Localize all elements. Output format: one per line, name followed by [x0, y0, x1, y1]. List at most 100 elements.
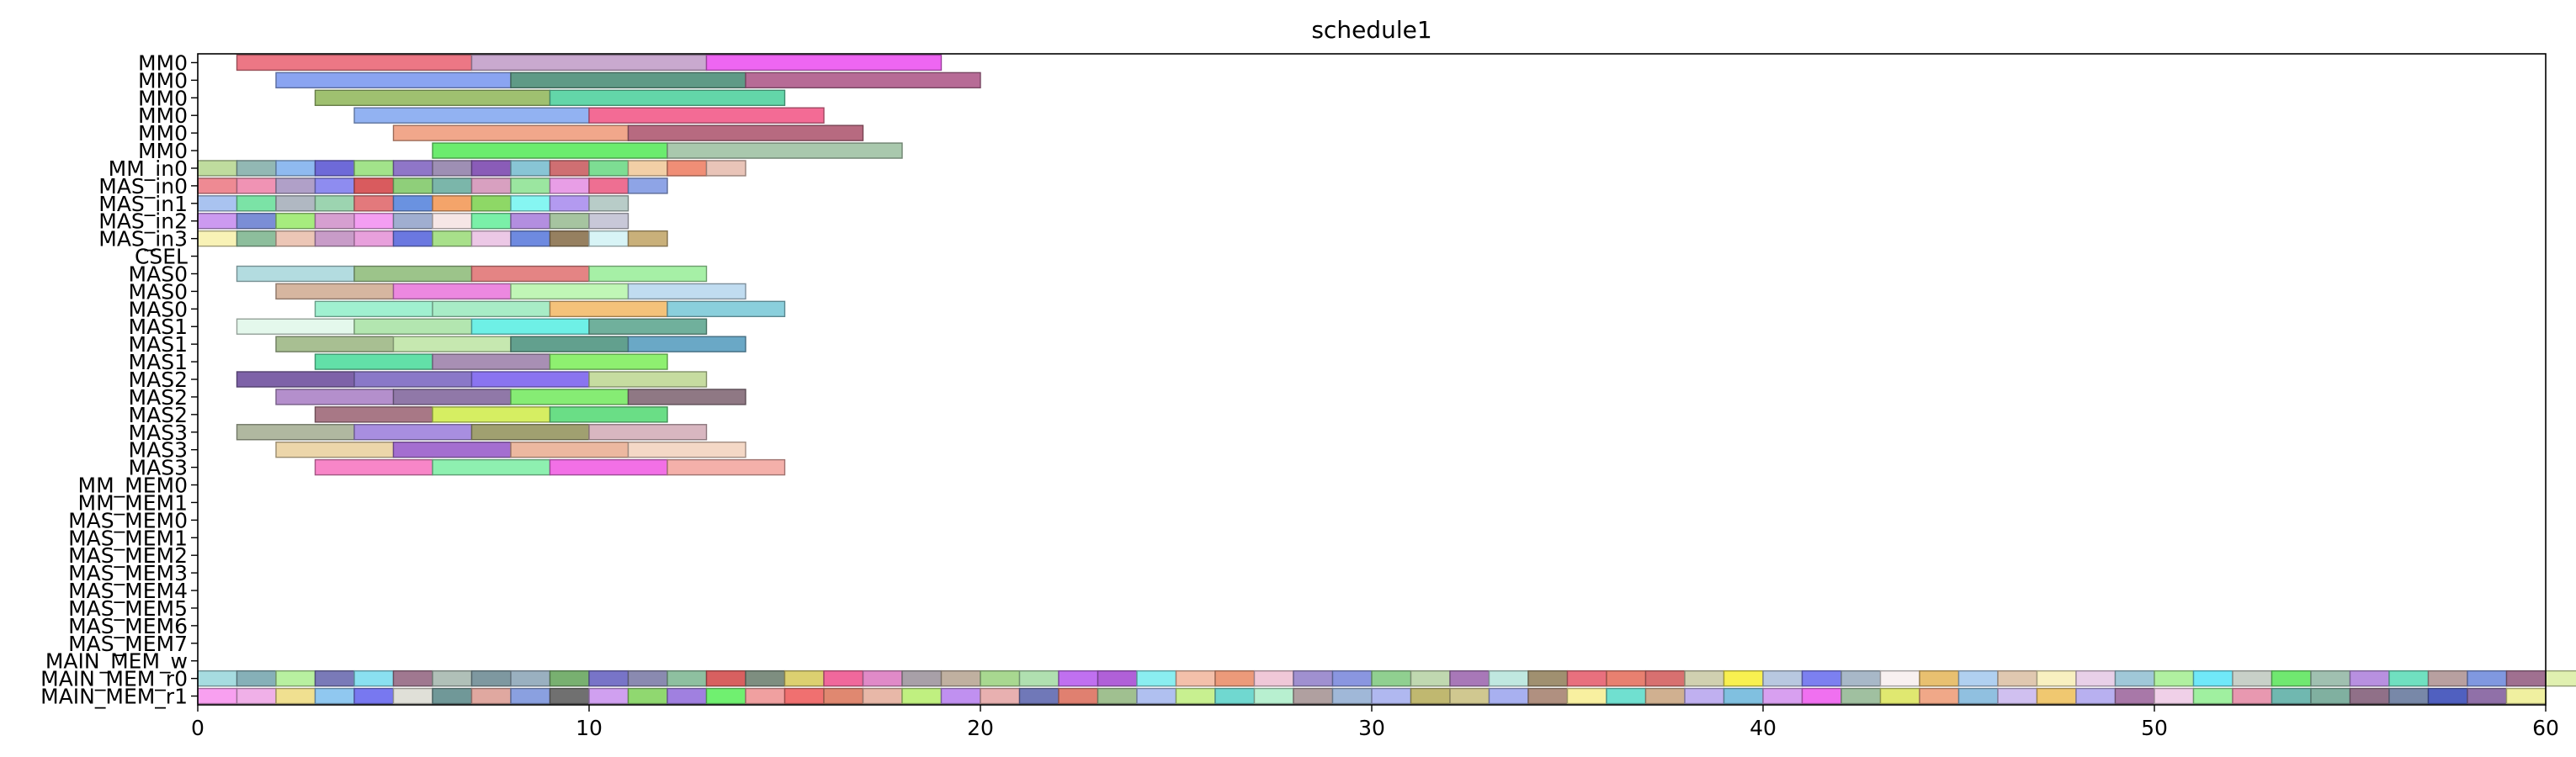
task-bar: [510, 71, 746, 89]
task-bar: [470, 230, 512, 247]
task-bar: [236, 670, 277, 687]
task-bar: [314, 230, 355, 247]
task-bar: [353, 177, 395, 194]
task-bar: [1449, 687, 1490, 705]
task-bar: [314, 300, 433, 318]
task-bar: [353, 213, 395, 230]
task-bar: [2271, 687, 2312, 705]
task-bar: [1175, 687, 1216, 705]
task-bar: [353, 107, 590, 124]
y-tick-label: MM0: [138, 50, 188, 75]
task-bar: [2505, 687, 2547, 705]
task-bar: [432, 142, 668, 159]
y-tick-label: MM0: [138, 103, 188, 128]
task-bar: [275, 670, 316, 687]
task-bar: [392, 441, 512, 458]
task-bar: [667, 458, 786, 476]
task-bar: [627, 687, 668, 705]
task-bar: [745, 670, 786, 687]
task-bar: [588, 107, 825, 124]
task-bar: [2349, 687, 2390, 705]
task-bar: [432, 670, 473, 687]
task-bar: [236, 195, 277, 212]
y-tick-label: MAS1: [129, 350, 188, 374]
task-bar: [470, 213, 512, 230]
y-tick-label: MAS_in1: [98, 192, 188, 216]
task-bar: [510, 687, 551, 705]
task-bar: [1410, 670, 1451, 687]
task-bar: [2075, 687, 2117, 705]
task-bar: [1566, 670, 1607, 687]
task-bar: [1293, 687, 1334, 705]
task-bar: [1879, 670, 1920, 687]
task-bar: [1058, 670, 1099, 687]
task-bar: [667, 300, 786, 318]
y-tick-label: MAS_MEM0: [68, 508, 188, 532]
task-bars: [197, 54, 2576, 705]
task-bar: [470, 424, 590, 441]
y-tick-label: MAS0: [129, 297, 188, 321]
task-bar: [1919, 687, 1960, 705]
task-bar: [1879, 687, 1920, 705]
task-bar: [314, 458, 433, 476]
task-bar: [510, 441, 629, 458]
task-bar: [432, 230, 473, 247]
y-tick-label: MM_MEM1: [78, 490, 188, 515]
task-bar: [432, 195, 473, 212]
task-bar: [667, 670, 708, 687]
task-bar: [783, 687, 825, 705]
task-bar: [1097, 687, 1138, 705]
task-bar: [197, 195, 238, 212]
task-bar: [236, 230, 277, 247]
task-bar: [432, 177, 473, 194]
task-bar: [1801, 687, 1842, 705]
task-bar: [2388, 670, 2430, 687]
task-bar: [392, 336, 512, 352]
task-bar: [275, 160, 316, 177]
x-tick-label: 50: [2141, 716, 2168, 740]
task-bar: [1371, 670, 1412, 687]
task-bar: [510, 670, 551, 687]
task-bar: [667, 142, 903, 159]
task-bar: [275, 177, 316, 194]
task-bar: [470, 160, 512, 177]
task-bar: [940, 670, 981, 687]
task-bar: [1762, 670, 1803, 687]
task-bar: [392, 124, 629, 141]
task-bar: [1957, 670, 1999, 687]
task-bar: [432, 213, 473, 230]
task-bar: [2545, 670, 2576, 687]
task-bar: [470, 265, 590, 283]
task-bar: [1840, 670, 1882, 687]
task-bar: [470, 54, 708, 71]
task-bar: [1449, 670, 1490, 687]
task-bar: [1919, 670, 1960, 687]
task-bar: [549, 353, 668, 370]
task-bar: [314, 353, 433, 370]
y-tick-label: MAS2: [129, 368, 188, 392]
task-bar: [2467, 670, 2508, 687]
task-bar: [980, 687, 1021, 705]
task-bar: [627, 160, 668, 177]
task-bar: [705, 54, 943, 71]
task-bar: [2310, 687, 2351, 705]
task-bar: [1840, 687, 1882, 705]
task-bar: [510, 195, 551, 212]
task-bar: [314, 89, 551, 106]
task-bar: [1371, 687, 1412, 705]
task-bar: [1644, 687, 1686, 705]
y-tick-label: MAS3: [129, 421, 188, 445]
task-bar: [2310, 670, 2351, 687]
task-bar: [705, 160, 746, 177]
task-bar: [432, 458, 551, 476]
task-bar: [823, 687, 864, 705]
task-bar: [588, 230, 629, 247]
task-bar: [392, 687, 433, 705]
task-bar: [275, 195, 316, 212]
task-bar: [197, 230, 238, 247]
task-bar: [1957, 687, 1999, 705]
y-tick-label: MAS_MEM4: [68, 579, 188, 603]
task-bar: [432, 300, 551, 318]
task-bar: [236, 687, 277, 705]
y-tick-label: MM_MEM0: [78, 474, 188, 498]
